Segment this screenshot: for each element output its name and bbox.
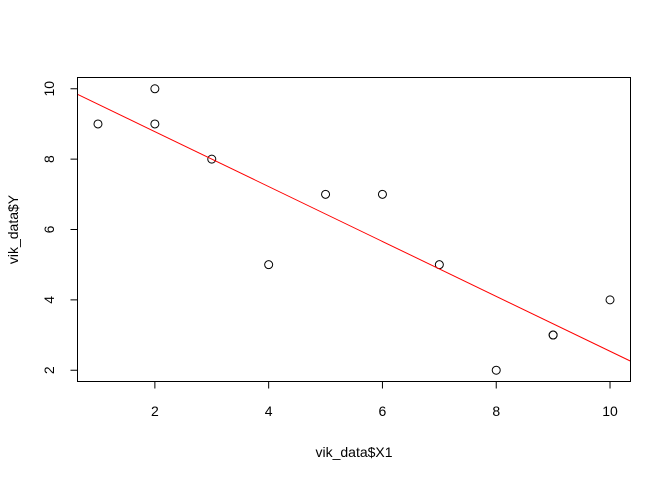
plot-marks — [77, 84, 631, 375]
y-axis-title: vik_data$Y — [5, 194, 21, 264]
data-point — [93, 119, 103, 129]
x-axis-title: vik_data$X1 — [315, 444, 392, 460]
x-tick-label: 8 — [492, 403, 500, 419]
data-point — [150, 119, 160, 129]
x-tick-label: 10 — [602, 403, 618, 419]
y-tick-label: 8 — [41, 155, 57, 163]
y-tick-label: 2 — [41, 366, 57, 374]
x-tick-label: 6 — [379, 403, 387, 419]
data-point — [321, 189, 331, 199]
data-point — [150, 84, 160, 94]
y-tick-label: 4 — [41, 296, 57, 304]
plot-frame — [77, 77, 631, 382]
data-point — [377, 189, 387, 199]
y-axis: 2 4 6 8 10 — [41, 81, 78, 374]
y-tick-label: 6 — [41, 225, 57, 233]
data-point — [264, 260, 274, 270]
x-tick-label: 4 — [265, 403, 273, 419]
x-axis: 2 4 6 8 10 — [151, 381, 618, 419]
data-point — [207, 154, 217, 164]
x-tick-label: 2 — [151, 403, 159, 419]
data-point — [491, 365, 501, 375]
regression-line — [77, 93, 631, 362]
data-point — [548, 330, 558, 340]
y-tick-label: 10 — [41, 81, 57, 97]
data-point — [605, 295, 615, 305]
